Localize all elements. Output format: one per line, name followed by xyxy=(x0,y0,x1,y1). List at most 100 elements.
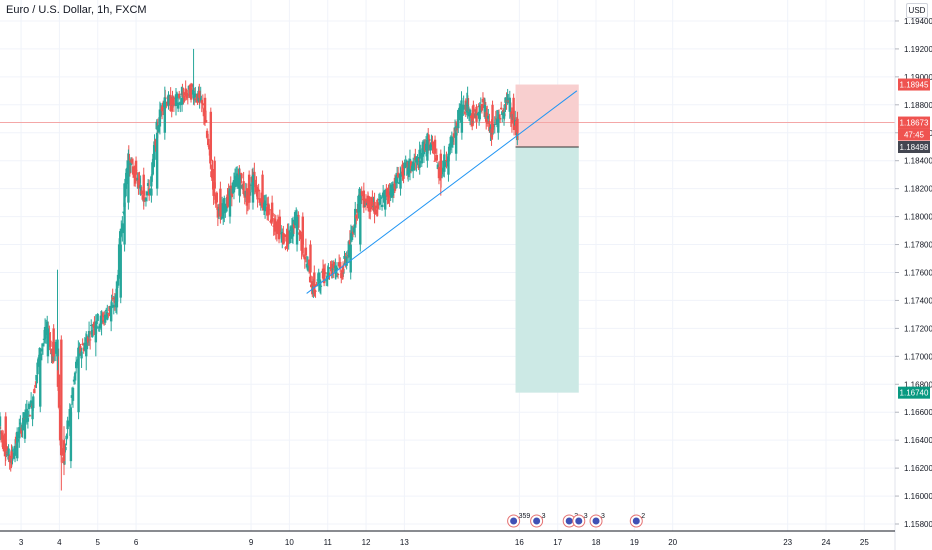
candle-body xyxy=(509,111,513,118)
candle-body xyxy=(491,104,494,133)
candle-body xyxy=(99,315,103,325)
candle xyxy=(481,92,485,106)
candle xyxy=(336,272,340,279)
candle-body xyxy=(261,209,265,211)
event-marker[interactable]: 3 xyxy=(589,513,605,528)
time-tick-label: 3 xyxy=(19,538,24,547)
countdown-bg xyxy=(898,128,930,141)
candle-body xyxy=(306,262,310,271)
candle-body xyxy=(182,95,185,102)
candle-body xyxy=(123,202,126,245)
candle-body xyxy=(295,216,299,245)
candle-body xyxy=(253,171,256,187)
candle xyxy=(180,86,184,112)
candle-body xyxy=(4,416,7,452)
candle-body xyxy=(103,314,107,323)
event-marker[interactable]: 3 xyxy=(572,513,588,528)
candle-body xyxy=(28,415,32,417)
event-marker[interactable]: 2 xyxy=(629,513,645,528)
price-tick-label: 1.16400 xyxy=(904,436,932,445)
candle xyxy=(251,167,255,210)
candle-body xyxy=(483,104,487,112)
candle-body xyxy=(341,270,344,278)
position-tool[interactable] xyxy=(515,84,579,393)
candle-body xyxy=(276,219,280,228)
candle xyxy=(242,171,245,196)
candle xyxy=(99,311,103,330)
candle xyxy=(313,265,316,297)
candle xyxy=(506,88,509,105)
event-flag-icon xyxy=(510,517,518,525)
candle xyxy=(39,349,42,413)
candle-body xyxy=(199,95,202,102)
candle xyxy=(399,167,402,196)
candle xyxy=(23,412,27,443)
candle-body xyxy=(399,174,402,189)
candle-body xyxy=(8,455,11,463)
candle-body xyxy=(493,123,496,125)
candle-body xyxy=(219,188,222,217)
candle xyxy=(301,212,305,252)
candle-body xyxy=(144,198,148,201)
event-count: 3 xyxy=(601,513,605,520)
candle-body xyxy=(109,307,113,322)
candle-body xyxy=(204,120,208,123)
candle-body xyxy=(286,230,289,245)
candle xyxy=(472,100,475,126)
event-count: 359 xyxy=(519,513,531,520)
time-tick-label: 25 xyxy=(860,538,869,547)
candle-body xyxy=(40,348,44,352)
candle-body xyxy=(450,136,454,148)
price-tick-label: 1.19200 xyxy=(904,45,932,54)
candle-body xyxy=(447,153,450,175)
candle-body xyxy=(301,216,305,245)
candle-body xyxy=(128,159,132,174)
candle xyxy=(270,195,274,224)
candle xyxy=(111,288,114,302)
time-tick-label: 9 xyxy=(249,538,254,547)
candle-body xyxy=(213,160,216,189)
candle-body xyxy=(153,141,156,160)
candle xyxy=(134,156,138,182)
event-flag-icon xyxy=(592,517,600,525)
time-tick-label: 19 xyxy=(630,538,639,547)
candle xyxy=(247,170,251,210)
candle xyxy=(491,100,494,140)
candle xyxy=(286,223,289,252)
candle xyxy=(81,338,84,346)
candle-body xyxy=(21,424,24,431)
currency-button[interactable]: USD xyxy=(906,3,928,18)
candle-body xyxy=(263,200,267,212)
time-tick-label: 4 xyxy=(57,538,62,547)
candle xyxy=(213,156,216,200)
candle-body xyxy=(124,178,127,197)
candle-body xyxy=(398,182,401,184)
economic-events[interactable]: 35933332 xyxy=(507,513,646,528)
candle xyxy=(176,96,180,112)
candle-body xyxy=(452,133,456,138)
event-marker[interactable]: 3 xyxy=(530,513,546,528)
candle-body xyxy=(36,362,39,375)
candle xyxy=(28,414,32,417)
candle-body xyxy=(13,445,17,456)
candle-body xyxy=(145,191,149,196)
candle xyxy=(186,89,190,105)
candle xyxy=(77,349,80,420)
candle xyxy=(29,392,33,409)
candle-body xyxy=(246,190,250,203)
candle-body xyxy=(60,339,63,441)
candle xyxy=(288,229,291,245)
candle xyxy=(61,439,64,456)
candle-body xyxy=(350,231,354,240)
candle-body xyxy=(44,327,48,335)
candle xyxy=(457,109,460,134)
event-marker[interactable]: 359 xyxy=(507,513,531,528)
time-axis[interactable]: 3 4 5 6 9 10 11 12 13 16 17 18 19 20 23 24 25 xyxy=(19,538,869,547)
candle-body xyxy=(323,272,327,274)
event-count: 3 xyxy=(542,513,546,520)
price-axis[interactable]: 1.194001.192001.190001.188001.186001.184… xyxy=(895,17,932,529)
candle xyxy=(62,426,66,476)
trendline[interactable] xyxy=(306,90,578,294)
candle-body xyxy=(362,190,366,208)
